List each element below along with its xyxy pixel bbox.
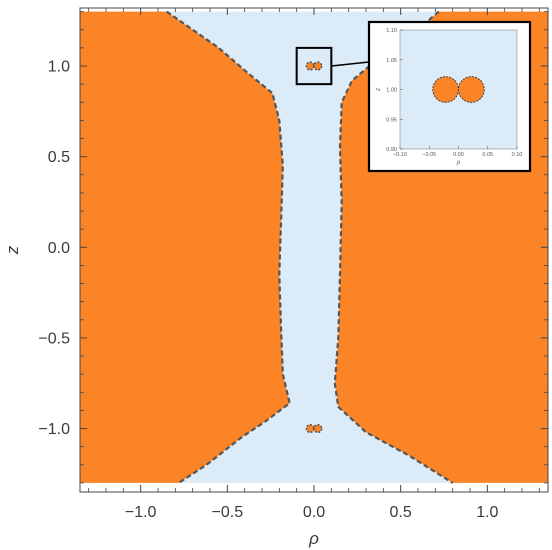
axes: −1.0 −0.5 0.0 0.5 1.0 −1.0 −0.5 0.0 0.5 1.0 xyxy=(38,7,549,521)
small-region-3 xyxy=(305,423,315,434)
inset-x-tick-label: 0.05 xyxy=(482,152,493,158)
y-tick-label: 0.5 xyxy=(48,149,70,166)
y-tick-label: 1.0 xyxy=(48,59,70,76)
x-tick-label: −1.0 xyxy=(125,504,157,521)
inset-x-tick-label: −0.05 xyxy=(422,152,436,158)
x-tick-label: 0.5 xyxy=(390,504,412,521)
inset-y-tick-label: 0.90 xyxy=(386,147,397,153)
region-boundary xyxy=(333,10,454,484)
x-axis-title: ρ xyxy=(308,529,319,548)
inset-x-axis-title: ρ xyxy=(456,160,461,166)
zoom-box xyxy=(295,46,333,86)
inset-x-tick-label: −0.10 xyxy=(393,152,407,158)
x-tick-label: 1.0 xyxy=(476,504,498,521)
inset-x-tick-label: 0.00 xyxy=(453,152,464,158)
zoom-connector xyxy=(331,61,370,67)
inset-x-tick-label: 0.10 xyxy=(512,152,523,158)
zoom-inset: −0.10 −0.05 0.00 0.05 0.10 0.90 0.95 1.00 1.05 1.… xyxy=(331,20,532,173)
small-region-2 xyxy=(313,61,323,71)
y-tick-label: 0.0 xyxy=(48,240,70,257)
x-tick-label: −0.5 xyxy=(212,504,244,521)
y-tick-label: −1.0 xyxy=(38,421,70,438)
inset-circle-1 xyxy=(432,76,459,103)
inset-y-tick-label: 1.00 xyxy=(386,88,397,94)
region-boundary xyxy=(166,10,291,484)
inset-y-tick-label: 0.95 xyxy=(386,117,397,123)
filled-region-left xyxy=(80,11,290,483)
inset-y-axis-title: z xyxy=(376,88,382,92)
small-region-1 xyxy=(305,61,315,71)
inset-y-tick-label: 1.05 xyxy=(386,58,397,64)
y-tick-label: −0.5 xyxy=(38,330,70,347)
small-region-4 xyxy=(313,423,323,434)
x-tick-label: 0.0 xyxy=(303,504,325,521)
inset-circle-2 xyxy=(458,76,485,103)
y-axis-title: z xyxy=(3,245,22,255)
inset-y-tick-label: 1.10 xyxy=(386,28,397,34)
